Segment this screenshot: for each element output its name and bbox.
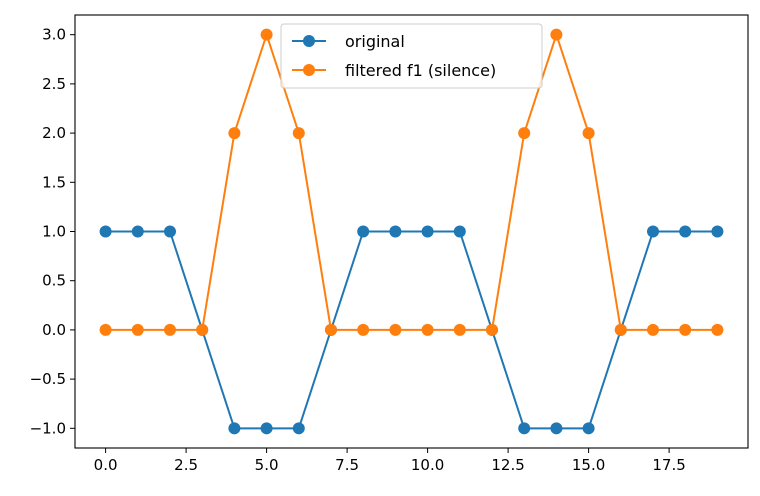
y-tick-label: 2.0 bbox=[42, 124, 66, 142]
x-axis: 0.0 2.5 5.0 7.5 10.0 12.5 15.0 17.5 bbox=[94, 448, 686, 474]
x-tick-label: 2.5 bbox=[174, 456, 198, 474]
data-point bbox=[453, 225, 466, 238]
data-point bbox=[131, 323, 144, 336]
data-point bbox=[679, 225, 692, 238]
data-point bbox=[453, 323, 466, 336]
legend-marker-filtered bbox=[303, 64, 315, 76]
x-tick-label: 0.0 bbox=[94, 456, 118, 474]
data-point bbox=[647, 225, 660, 238]
data-point bbox=[99, 225, 112, 238]
data-point bbox=[99, 323, 112, 336]
data-point bbox=[647, 323, 660, 336]
data-point bbox=[614, 323, 627, 336]
data-point bbox=[518, 422, 531, 435]
x-tick-label: 15.0 bbox=[572, 456, 605, 474]
data-point bbox=[163, 323, 176, 336]
y-tick-label: 0.0 bbox=[42, 321, 66, 339]
legend-label-filtered: filtered f1 (silence) bbox=[345, 61, 496, 80]
x-tick-label: 17.5 bbox=[652, 456, 685, 474]
data-point bbox=[163, 225, 176, 238]
data-point bbox=[582, 422, 595, 435]
data-point bbox=[389, 225, 402, 238]
data-point bbox=[324, 323, 337, 336]
data-point bbox=[679, 323, 692, 336]
y-tick-label: 1.5 bbox=[42, 173, 66, 191]
x-tick-label: 10.0 bbox=[411, 456, 444, 474]
series-filtered bbox=[99, 28, 724, 336]
legend-box bbox=[280, 23, 543, 89]
data-point bbox=[196, 323, 209, 336]
data-point bbox=[711, 323, 724, 336]
y-tick-label: −1.0 bbox=[30, 419, 66, 437]
data-point bbox=[711, 225, 724, 238]
x-tick-label: 12.5 bbox=[491, 456, 524, 474]
legend: original filtered f1 (silence) bbox=[280, 23, 543, 89]
data-point bbox=[421, 225, 434, 238]
data-point bbox=[357, 323, 370, 336]
data-point bbox=[486, 323, 499, 336]
y-axis: −1.0 −0.5 0.0 0.5 1.0 1.5 2.0 2.5 3.0 bbox=[30, 26, 75, 437]
data-point bbox=[518, 127, 531, 140]
data-point bbox=[260, 422, 273, 435]
data-point bbox=[357, 225, 370, 238]
data-point bbox=[550, 422, 563, 435]
y-tick-label: −0.5 bbox=[30, 370, 66, 388]
y-tick-label: 2.5 bbox=[42, 75, 66, 93]
series-line bbox=[105, 230, 718, 430]
x-tick-label: 7.5 bbox=[335, 456, 359, 474]
data-point bbox=[421, 323, 434, 336]
data-point bbox=[389, 323, 402, 336]
legend-label-original: original bbox=[345, 32, 405, 51]
y-tick-label: 1.0 bbox=[42, 223, 66, 241]
data-point bbox=[131, 225, 144, 238]
x-tick-label: 5.0 bbox=[255, 456, 279, 474]
data-point bbox=[550, 28, 563, 41]
data-point bbox=[292, 422, 305, 435]
y-tick-label: 0.5 bbox=[42, 272, 66, 290]
data-point bbox=[228, 127, 241, 140]
data-point bbox=[228, 422, 241, 435]
data-point bbox=[582, 127, 595, 140]
data-point bbox=[292, 127, 305, 140]
y-tick-label: 3.0 bbox=[42, 26, 66, 44]
legend-marker-original bbox=[303, 35, 315, 47]
series-layer bbox=[99, 28, 724, 435]
data-point bbox=[260, 28, 273, 41]
series-line bbox=[105, 33, 718, 331]
